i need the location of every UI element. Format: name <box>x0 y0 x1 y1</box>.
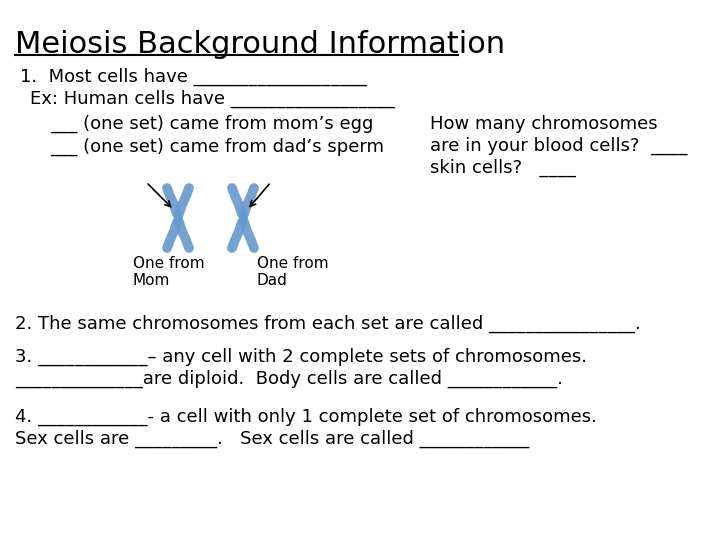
Text: 4. ____________- a cell with only 1 complete set of chromosomes.: 4. ____________- a cell with only 1 comp… <box>15 408 597 426</box>
Text: Ex: Human cells have __________________: Ex: Human cells have __________________ <box>30 90 395 108</box>
Text: skin cells?   ____: skin cells? ____ <box>430 159 576 177</box>
Text: 1.  Most cells have ___________________: 1. Most cells have ___________________ <box>20 68 367 86</box>
Text: are in your blood cells?  ____: are in your blood cells? ____ <box>430 137 688 156</box>
Text: 2. The same chromosomes from each set are called ________________.: 2. The same chromosomes from each set ar… <box>15 315 641 333</box>
Text: ___ (one set) came from mom’s egg: ___ (one set) came from mom’s egg <box>50 115 374 133</box>
Text: ______________are diploid.  Body cells are called ____________.: ______________are diploid. Body cells ar… <box>15 370 563 388</box>
Text: One from
Dad: One from Dad <box>257 256 328 288</box>
Text: 3. ____________– any cell with 2 complete sets of chromosomes.: 3. ____________– any cell with 2 complet… <box>15 348 587 366</box>
Text: ___ (one set) came from dad’s sperm: ___ (one set) came from dad’s sperm <box>50 138 384 156</box>
Text: Sex cells are _________.   Sex cells are called ____________: Sex cells are _________. Sex cells are c… <box>15 430 529 448</box>
Text: Meiosis Background Information: Meiosis Background Information <box>15 30 505 59</box>
Text: One from
Mom: One from Mom <box>133 256 204 288</box>
Text: How many chromosomes: How many chromosomes <box>430 115 657 133</box>
